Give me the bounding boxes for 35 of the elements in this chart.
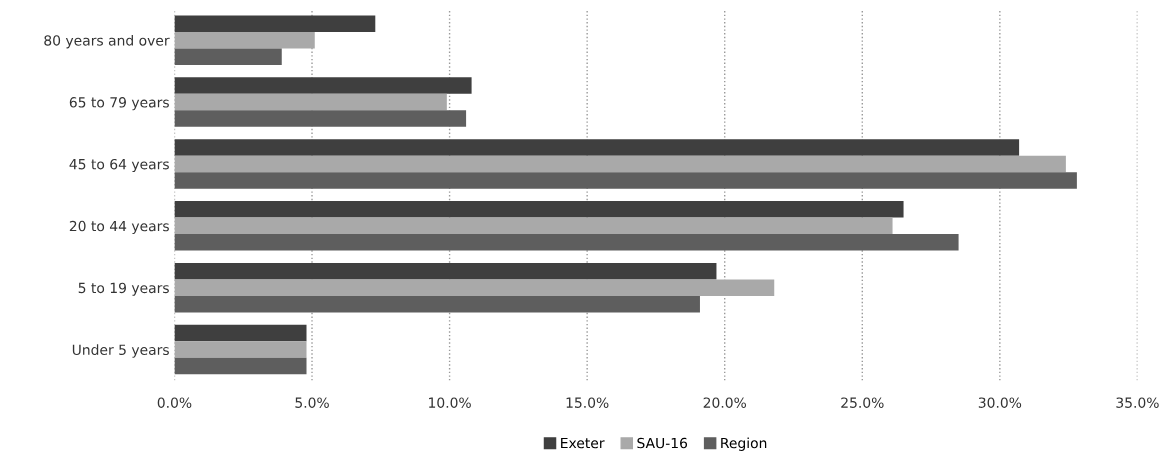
bar xyxy=(174,15,376,32)
y-tick-label: 80 years and over xyxy=(44,34,170,49)
x-tick-label: 25.0% xyxy=(841,397,884,408)
bar xyxy=(174,172,1077,189)
bar xyxy=(174,139,1020,156)
bar xyxy=(174,48,282,65)
y-tick-label: 20 to 44 years xyxy=(69,220,169,234)
bar xyxy=(174,77,472,94)
bar xyxy=(174,324,307,342)
x-tick-label: 20.0% xyxy=(703,397,747,408)
x-tick-label: 10.0% xyxy=(429,397,471,408)
legend-label: SAU-16 xyxy=(637,437,688,449)
x-tick-label: 30.0% xyxy=(978,397,1022,408)
legend-label: Region xyxy=(721,437,767,451)
bar xyxy=(174,201,904,218)
bar xyxy=(174,234,959,251)
bar xyxy=(174,93,447,111)
bar xyxy=(174,110,467,127)
x-tick-label: 15.0% xyxy=(566,397,609,408)
x-tick-label: 35.0% xyxy=(1116,397,1159,408)
x-tick-label: 0.0% xyxy=(157,397,192,408)
bar xyxy=(174,279,775,296)
bar xyxy=(174,217,893,235)
legend-label: Exeter xyxy=(561,437,605,449)
bar xyxy=(174,341,307,358)
bar xyxy=(174,295,700,313)
bar xyxy=(174,357,307,375)
bar xyxy=(174,262,717,280)
bar xyxy=(174,31,315,49)
x-tick-label: 5.0% xyxy=(295,397,329,408)
y-tick-label: Under 5 years xyxy=(72,344,169,358)
y-tick-label: 65 to 79 years xyxy=(69,97,169,111)
y-tick-label: 45 to 64 years xyxy=(69,158,169,173)
y-tick-label: 5 to 19 years xyxy=(78,282,169,296)
bar xyxy=(174,155,1066,173)
